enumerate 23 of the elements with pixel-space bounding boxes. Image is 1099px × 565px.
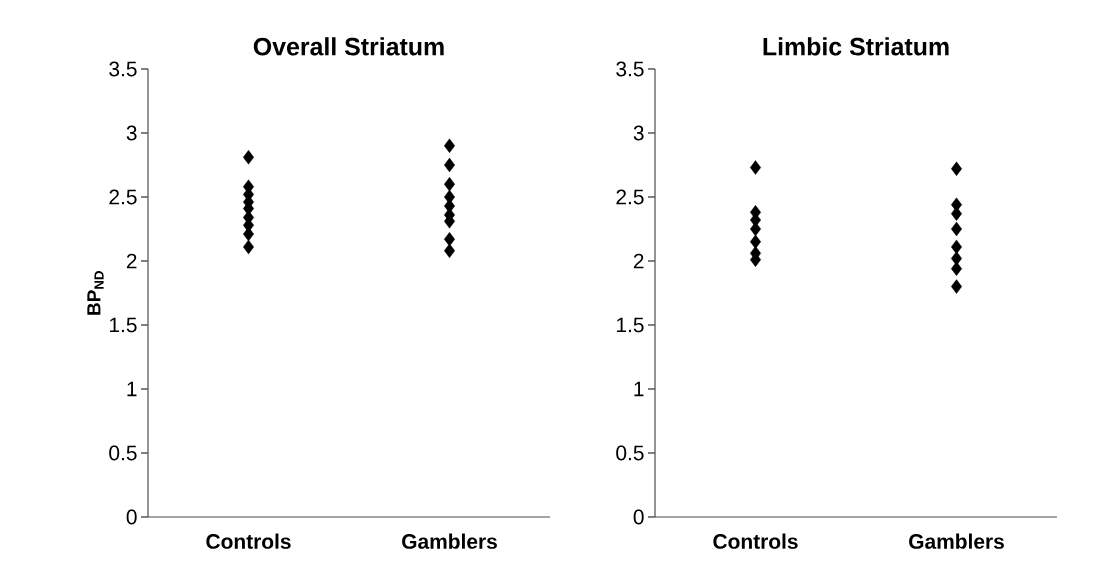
y-tick-label: 1.5	[110, 317, 137, 333]
y-tick-label: 0	[126, 509, 137, 525]
y-tick-label: 2.5	[109, 189, 137, 205]
y-tick-label: 2	[126, 253, 137, 269]
y-tick-label: 1	[634, 381, 644, 397]
y-axis-title: BP$_{ND}$	[87, 271, 104, 315]
y-tick-label: 3.5	[616, 61, 644, 77]
y-tick-label: 1.5	[617, 317, 644, 333]
chart-title: Limbic Striatum	[763, 37, 949, 56]
x-tick-label: Controls	[206, 533, 291, 549]
chart-title: Overall Striatum	[253, 37, 444, 56]
y-tick-label: 1	[127, 381, 137, 397]
y-tick-label: 0.5	[109, 445, 137, 461]
y-tick-label: 0.5	[616, 445, 644, 461]
y-tick-label: 3.5	[109, 61, 137, 77]
y-tick-label: 3	[126, 125, 137, 141]
y-tick-label: 2	[633, 253, 644, 269]
x-tick-label: Gamblers	[402, 533, 497, 549]
y-tick-label: 0	[633, 509, 644, 525]
x-tick-label: Controls	[713, 533, 798, 549]
y-tick-label: 2.5	[616, 189, 644, 205]
y-tick-label: 3	[633, 125, 644, 141]
x-tick-label: Gamblers	[909, 533, 1004, 549]
